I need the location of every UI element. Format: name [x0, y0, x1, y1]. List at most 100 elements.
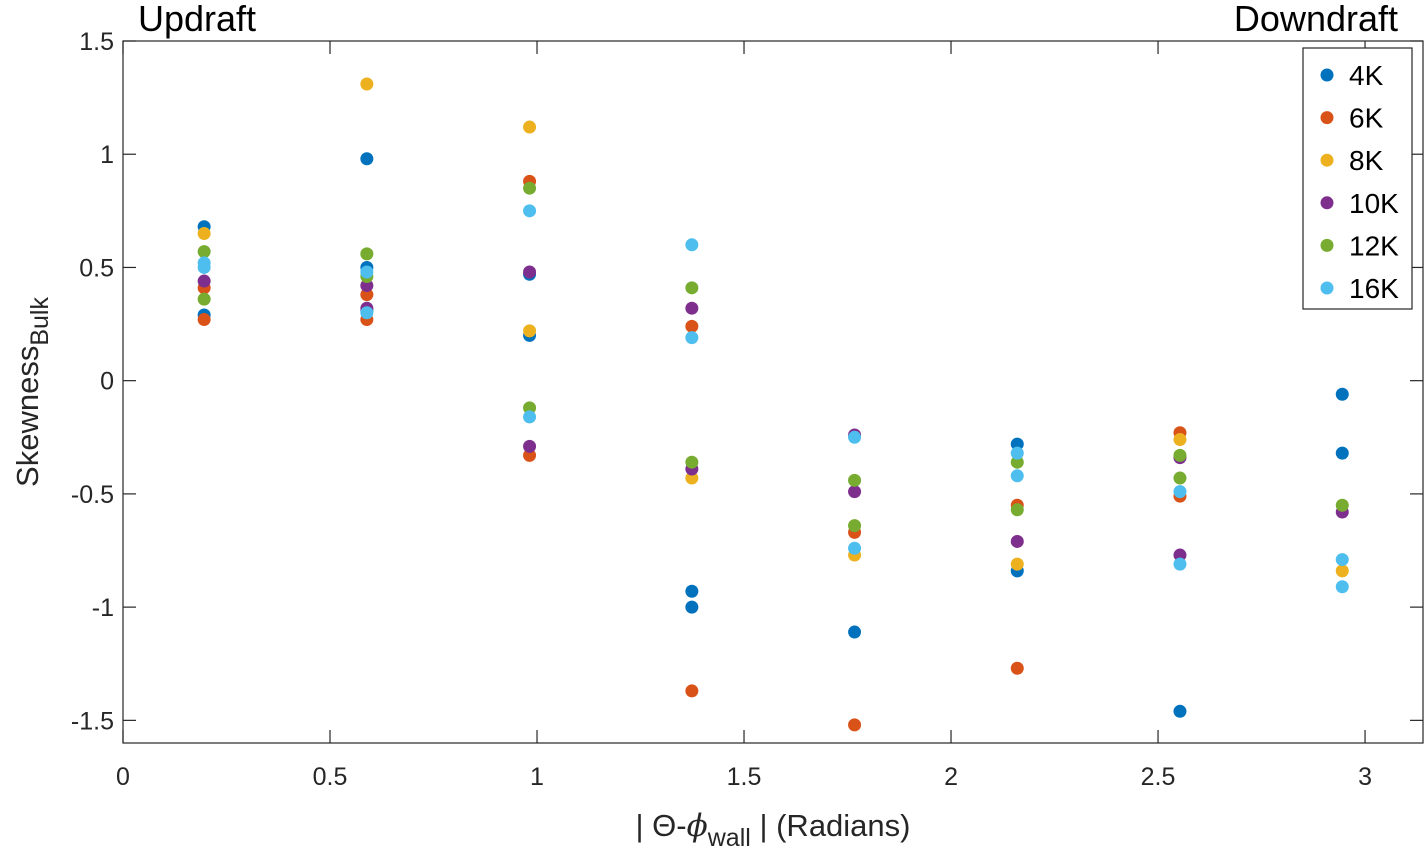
data-point	[685, 584, 699, 598]
data-point	[523, 448, 537, 462]
plot-frame	[122, 40, 1424, 744]
y-tick-label: -1	[92, 594, 114, 622]
updraft-annotation: Updraft	[138, 0, 256, 39]
legend: 4K 6K 8K 10K 12K 16K	[1302, 47, 1413, 310]
data-point	[685, 455, 699, 469]
legend-label: 4K	[1349, 60, 1384, 91]
legend-label: 16K	[1349, 273, 1399, 304]
x-tick-label: 1.5	[727, 763, 762, 791]
data-point	[197, 313, 211, 327]
data-point	[848, 485, 862, 499]
legend-label: 8K	[1349, 145, 1384, 176]
data-point	[1010, 446, 1024, 460]
data-point	[523, 181, 537, 195]
data-point	[685, 684, 699, 698]
data-point	[523, 120, 537, 134]
data-point	[360, 288, 374, 302]
data-point	[1010, 661, 1024, 675]
data-points	[197, 77, 1349, 732]
data-point	[1010, 437, 1024, 451]
legend-marker	[1320, 68, 1334, 82]
x-axis-label-subscript: wall	[707, 824, 751, 852]
data-point	[360, 306, 374, 320]
y-tick-label: 1	[100, 141, 114, 169]
y-axis-label-main: Skewness	[10, 346, 45, 487]
data-point	[848, 519, 862, 533]
x-tick-label: 0.5	[313, 763, 348, 791]
x-axis-label-prefix: | Θ-	[636, 808, 687, 843]
data-point	[848, 625, 862, 639]
y-tick-label: 0	[100, 368, 114, 396]
data-point	[685, 319, 699, 333]
data-point	[360, 265, 374, 279]
legend-label: 6K	[1349, 103, 1384, 134]
downdraft-annotation: Downdraft	[1234, 0, 1398, 39]
data-point	[685, 331, 699, 345]
data-point	[1335, 498, 1349, 512]
data-point	[1010, 503, 1024, 517]
x-tick-label: 2.5	[1141, 763, 1176, 791]
data-point	[685, 281, 699, 295]
plot-area	[123, 41, 1423, 743]
y-axis-label: SkewnessBulk	[10, 297, 54, 487]
data-point	[360, 152, 374, 166]
data-point	[360, 77, 374, 91]
data-point	[1173, 471, 1187, 485]
y-tick-label: 0.5	[79, 254, 114, 282]
data-point	[848, 473, 862, 487]
data-point	[360, 247, 374, 261]
data-point	[1010, 557, 1024, 571]
data-point	[685, 600, 699, 614]
data-point	[1335, 387, 1349, 401]
data-point	[1010, 534, 1024, 548]
data-point	[523, 265, 537, 279]
legend-box	[1302, 47, 1413, 310]
data-point	[1173, 485, 1187, 499]
data-point	[197, 226, 211, 240]
data-point	[1173, 548, 1187, 562]
legend-marker	[1320, 238, 1334, 252]
y-tick-label: -1.5	[71, 707, 114, 735]
data-point	[685, 238, 699, 252]
x-tick-label: 2	[944, 763, 958, 791]
data-point	[1173, 704, 1187, 718]
data-point	[1010, 455, 1024, 469]
data-point	[360, 279, 374, 293]
data-point	[1010, 469, 1024, 483]
data-point	[197, 274, 211, 288]
data-point	[523, 401, 537, 415]
y-tick-labels: -1.5 -1 -0.5 0 0.5 1 1.5	[71, 28, 114, 735]
legend-marker	[1320, 196, 1334, 210]
data-point	[197, 292, 211, 306]
x-axis-label-phi: ϕ	[687, 808, 708, 844]
data-point	[523, 204, 537, 218]
y-tick-label: -0.5	[71, 481, 114, 509]
data-point	[1335, 446, 1349, 460]
data-point	[1173, 448, 1187, 462]
y-tick-label: 1.5	[79, 28, 114, 56]
legend-marker	[1320, 281, 1334, 295]
x-tick-label: 0	[116, 763, 130, 791]
x-tick-labels: 0 0.5 1 1.5 2 2.5 3	[116, 763, 1372, 791]
data-point	[523, 439, 537, 453]
x-tick-label: 3	[1358, 763, 1372, 791]
data-point	[197, 260, 211, 274]
data-point	[848, 430, 862, 444]
data-point	[685, 471, 699, 485]
data-point	[1173, 433, 1187, 447]
data-point	[848, 541, 862, 555]
data-point	[1335, 553, 1349, 567]
data-point	[1173, 557, 1187, 571]
legend-label: 10K	[1349, 188, 1399, 219]
legend-label: 12K	[1349, 230, 1399, 261]
data-point	[197, 245, 211, 259]
y-axis-label-subscript: Bulk	[26, 297, 54, 346]
data-point	[523, 410, 537, 424]
data-point	[1335, 564, 1349, 578]
x-tick-label: 1	[530, 763, 544, 791]
data-point	[685, 301, 699, 315]
x-axis-label-suffix: | (Radians)	[751, 808, 911, 843]
legend-marker	[1320, 153, 1334, 167]
data-point	[1335, 580, 1349, 594]
